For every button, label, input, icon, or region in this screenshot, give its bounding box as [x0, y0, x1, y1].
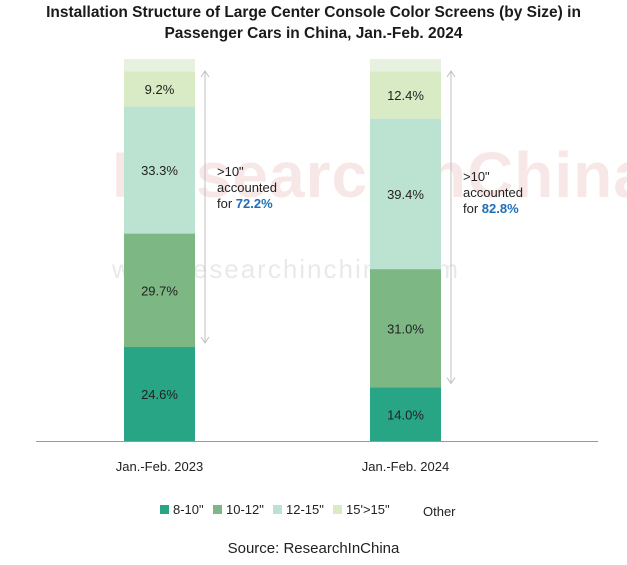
data-label-1-1: 24.6%	[141, 387, 178, 402]
category-label-2: Jan.-Feb. 2024	[362, 459, 449, 474]
annotation-line1-2: >10"	[463, 169, 490, 184]
data-label-1-4: 9.2%	[145, 82, 175, 97]
legend-label-1: 8-10"	[173, 502, 204, 517]
legend-label-2: 10-12"	[226, 502, 264, 517]
annotation-prefix-2: for	[463, 201, 482, 216]
bar-segment-2-3	[370, 118, 441, 270]
bar-segment-1-4	[124, 71, 195, 107]
annotation-arrowhead-bottom-2	[446, 377, 456, 385]
data-label-2-3: 39.4%	[387, 187, 424, 202]
annotation-line1-1: >10"	[217, 164, 244, 179]
data-label-1-3: 33.3%	[141, 163, 178, 178]
chart-title-line2: Passenger Cars in China, Jan.-Feb. 2024	[164, 25, 463, 42]
annotation-value-2: 82.8%	[482, 201, 519, 216]
legend-swatch-2	[213, 505, 222, 514]
legend-swatch-1	[160, 505, 169, 514]
annotation-arrowhead-top-2	[446, 70, 456, 78]
data-label-2-2: 31.0%	[387, 321, 424, 336]
legend-label-3: 12-15"	[286, 502, 324, 517]
annotation-arrowhead-top-1	[200, 70, 210, 78]
bar-segment-1-5	[124, 59, 195, 72]
annotation-line2-1: accounted	[217, 180, 277, 195]
annotation-value-1: 72.2%	[236, 196, 273, 211]
annotation-prefix-1: for	[217, 196, 236, 211]
bar-segment-1-3	[124, 106, 195, 234]
chart-title-line1: Installation Structure of Large Center C…	[46, 4, 581, 21]
annotation-line2-2: accounted	[463, 185, 523, 200]
chart-title: Installation Structure of Large Center C…	[0, 2, 627, 44]
annotation-line3-1: for 72.2%	[217, 196, 273, 211]
source-note: Source: ResearchInChina	[227, 540, 400, 557]
bar-segment-2-1	[370, 387, 441, 441]
legend-label-4: 15'>15"	[346, 502, 390, 517]
annotation-line3-2: for 82.8%	[463, 201, 519, 216]
legend-label-5: Other	[423, 504, 456, 519]
data-label-2-4: 12.4%	[387, 88, 424, 103]
bar-segment-1-1	[124, 347, 195, 441]
bar-segment-2-4	[370, 71, 441, 119]
legend-swatch-3	[273, 505, 282, 514]
bar-segment-2-5	[370, 59, 441, 72]
bar-segment-1-2	[124, 233, 195, 348]
data-label-1-2: 29.7%	[141, 283, 178, 298]
category-label-1: Jan.-Feb. 2023	[116, 459, 203, 474]
stacked-bar-chart: 24.6% 29.7% 33.3% 9.2% Jan.-Feb. 2023 14.0% 31…	[36, 59, 598, 519]
legend-swatch-4	[333, 505, 342, 514]
annotation-arrowhead-bottom-1	[200, 336, 210, 344]
data-label-2-1: 14.0%	[387, 407, 424, 422]
bar-segment-2-2	[370, 269, 441, 388]
